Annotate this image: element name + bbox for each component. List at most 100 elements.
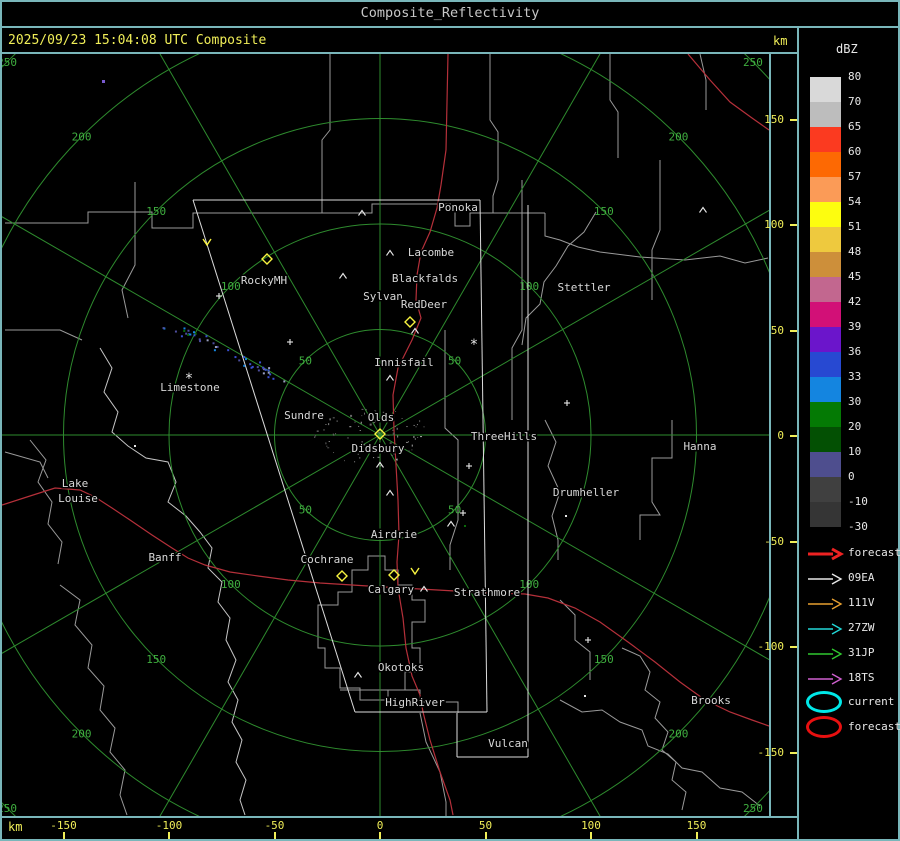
clutter-speck [395,411,397,413]
clutter-speck [335,433,337,435]
clutter-speck [402,448,404,450]
precip-echo-speck [206,339,209,342]
precip-echo-speck [264,368,267,371]
clutter-speck [361,415,363,417]
colorbar-swatch [810,102,841,127]
colorbar-swatch [810,227,841,252]
clutter-speck [314,436,316,438]
range-ring-label: 150 [594,653,614,666]
clutter-speck [332,417,335,419]
right-axis-tick [790,540,797,543]
clutter-speck [332,433,334,435]
precip-echo-speck [198,338,201,341]
colorbar-value-label: 80 [848,70,862,83]
city-label: Sundre [284,409,324,422]
azimuth-radial-line [379,54,601,436]
county-boundary-line [544,213,769,264]
clutter-speck [377,456,380,458]
right-axis-tick-label: 50 [770,323,784,337]
radar-site-diamond-icon [336,570,348,582]
precip-echo-speck [256,366,259,369]
clutter-speck [414,438,416,441]
clutter-speck [354,421,356,423]
legend-track-row [806,596,844,610]
radar-bottom-border [0,816,799,818]
clutter-speck [369,423,372,426]
county-boundary-line [559,599,591,680]
county-boundary-line [5,329,83,341]
range-ring-label: 250 [743,56,763,69]
clutter-speck [363,412,365,415]
clutter-speck [336,420,338,422]
city-label: Okotoks [378,661,424,674]
radar-map-viewport[interactable]: 50 50 50 50 100 100 100 100 150 150 150 150 200 200 20… [2,54,769,816]
clutter-speck [387,434,390,436]
azimuth-radial-line [159,54,381,436]
colorbar-value-label: 51 [848,220,862,233]
range-ring-label: 50 [299,354,312,367]
colorbar-title: dBZ [836,42,858,56]
caret-marker-icon [386,374,394,381]
colorbar-value-label: 36 [848,345,862,358]
clutter-speck [408,441,410,443]
bottom-axis-tick [168,832,170,839]
clutter-speck [365,409,367,411]
coverage-outline-line [479,199,488,713]
county-boundary-line [317,555,426,701]
county-boundary-line [5,203,545,229]
yellow-vee-marker-icon [410,567,420,576]
clutter-speck [392,432,395,435]
right-axis-tick-label: 0 [777,429,784,442]
range-ring-label: 50 [448,504,461,517]
clutter-speck [350,414,353,417]
range-ring-label: 50 [299,504,312,517]
clutter-speck [413,435,415,438]
city-label: ThreeHills [471,430,537,443]
precip-echo-speck [243,356,246,359]
colorbar-swatch [810,202,841,227]
precip-echo-speck [267,371,270,374]
clutter-speck [363,444,366,446]
right-axis-tick [790,646,797,648]
clutter-speck [327,447,330,449]
clutter-speck [416,424,418,426]
county-boundary-line [609,54,619,158]
colorbar-swatch [810,127,841,152]
legend-track-row [806,546,845,561]
title-divider [0,26,900,28]
border-bottom [0,839,900,841]
colorbar-swatch [810,352,841,377]
clutter-speck [417,436,419,438]
clutter-speck [373,457,375,459]
clutter-speck [405,441,408,443]
clutter-speck [374,410,376,412]
precip-echo-speck [250,366,253,369]
precip-echo-speck [238,359,241,362]
window-title: Composite_Reflectivity [360,5,540,21]
colorbar-value-label: 48 [848,245,862,258]
legend-track-label: 111V [848,596,875,609]
precip-echo-speck [243,364,246,367]
colorbar-value-label: 33 [848,370,862,383]
clutter-speck [328,441,330,443]
clutter-speck [390,417,393,419]
panel-divider [797,26,799,841]
legend-track-label: 09EA [848,571,875,584]
right-axis-tick [790,751,797,754]
city-label: Didsbury [352,442,405,455]
asterisk-marker-icon: * [185,371,193,387]
precip-echo-speck [213,349,216,352]
city-label: Lacombe [408,246,454,259]
precip-echo-speck [174,330,177,333]
right-axis-tick-label: -50 [764,534,784,548]
range-ring-label: 250 [743,802,763,815]
colorbar-swatch [810,302,841,327]
right-axis-tick-label: -150 [757,745,785,759]
range-ring-label: 150 [146,653,166,666]
map-dot-marker [584,695,586,697]
precip-echo-speck [205,335,208,338]
radar-site-diamond-icon [374,428,386,440]
bottom-axis-tick-label: 50 [478,819,493,832]
range-ring-label: 100 [221,280,241,293]
azimuth-radial-line [379,434,601,816]
